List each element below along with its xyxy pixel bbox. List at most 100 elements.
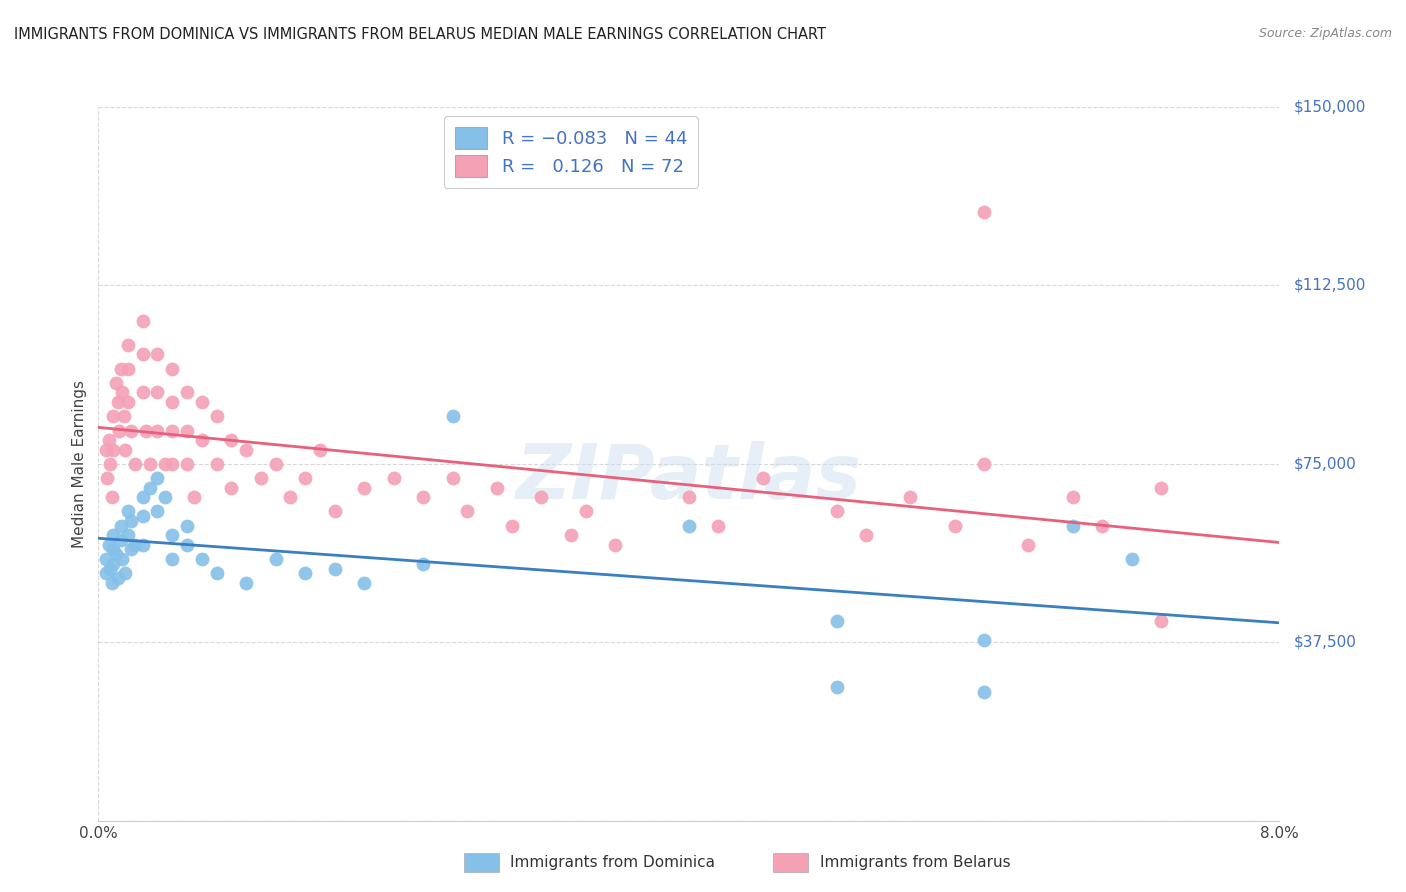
Point [441, 471, 464, 485]
Point [191, 552, 214, 566]
Point [103, 528, 124, 542]
Point [146, 504, 169, 518]
Point [117, 395, 139, 409]
Point [153, 490, 176, 504]
Point [108, 424, 131, 438]
Point [110, 533, 132, 547]
Point [139, 457, 162, 471]
Point [100, 575, 122, 590]
Point [412, 557, 434, 571]
Text: $150,000: $150,000 [1294, 100, 1365, 114]
Point [96, 471, 118, 485]
Point [678, 518, 700, 533]
Point [707, 518, 730, 533]
Point [132, 314, 155, 328]
Text: IMMIGRANTS FROM DOMINICA VS IMMIGRANTS FROM BELARUS MEDIAN MALE EARNINGS CORRELA: IMMIGRANTS FROM DOMINICA VS IMMIGRANTS F… [14, 27, 827, 42]
Point [264, 552, 287, 566]
Point [117, 361, 139, 376]
Point [97, 433, 120, 447]
Point [294, 471, 316, 485]
Text: $75,000: $75,000 [1294, 457, 1357, 471]
Point [501, 518, 523, 533]
Point [1150, 614, 1173, 628]
Point [973, 685, 995, 699]
Point [943, 518, 966, 533]
Point [250, 471, 273, 485]
Point [678, 490, 700, 504]
Point [1150, 481, 1173, 495]
Point [973, 457, 995, 471]
Point [353, 481, 375, 495]
Point [176, 518, 198, 533]
Point [205, 409, 228, 424]
Point [412, 490, 434, 504]
Point [323, 561, 346, 575]
Point [120, 514, 142, 528]
Point [98, 561, 121, 575]
Point [112, 409, 135, 424]
Point [855, 528, 877, 542]
Point [205, 457, 228, 471]
Point [94, 566, 117, 581]
Point [162, 361, 183, 376]
Point [219, 481, 242, 495]
Text: Source: ZipAtlas.com: Source: ZipAtlas.com [1258, 27, 1392, 40]
Text: $37,500: $37,500 [1294, 635, 1357, 649]
Point [973, 204, 995, 219]
Point [132, 509, 155, 524]
Point [323, 504, 346, 518]
Point [235, 575, 257, 590]
Text: $112,500: $112,500 [1294, 278, 1365, 293]
Point [219, 433, 242, 447]
Point [162, 528, 183, 542]
Point [103, 542, 124, 557]
Point [105, 547, 128, 561]
Point [1091, 518, 1114, 533]
Point [132, 385, 155, 400]
Point [120, 424, 142, 438]
Point [825, 614, 848, 628]
Point [382, 471, 405, 485]
Point [103, 442, 124, 457]
Point [176, 385, 198, 400]
Y-axis label: Median Male Earnings: Median Male Earnings [72, 380, 87, 548]
Point [235, 442, 257, 457]
Point [105, 376, 128, 390]
Point [825, 504, 848, 518]
Point [111, 552, 134, 566]
Point [139, 481, 162, 495]
Point [162, 395, 183, 409]
Text: Immigrants from Dominica: Immigrants from Dominica [510, 855, 716, 870]
Point [162, 552, 183, 566]
Point [441, 409, 464, 424]
Point [574, 504, 596, 518]
Point [97, 538, 120, 552]
Point [146, 424, 169, 438]
Point [132, 347, 155, 361]
Point [103, 557, 124, 571]
Point [117, 504, 139, 518]
Point [183, 490, 205, 504]
Text: ZIPatlas: ZIPatlas [516, 442, 862, 515]
Point [1121, 552, 1143, 566]
Point [294, 566, 316, 581]
Point [353, 575, 375, 590]
Point [94, 442, 117, 457]
Point [107, 571, 129, 585]
Point [153, 457, 176, 471]
Point [110, 518, 132, 533]
Point [111, 385, 134, 400]
Point [278, 490, 301, 504]
Point [124, 457, 146, 471]
Point [132, 538, 155, 552]
Point [135, 424, 157, 438]
Point [103, 409, 124, 424]
Point [898, 490, 921, 504]
Point [191, 433, 214, 447]
Point [162, 424, 183, 438]
Point [485, 481, 508, 495]
Point [1062, 518, 1084, 533]
Point [146, 471, 169, 485]
Point [176, 538, 198, 552]
Point [176, 457, 198, 471]
